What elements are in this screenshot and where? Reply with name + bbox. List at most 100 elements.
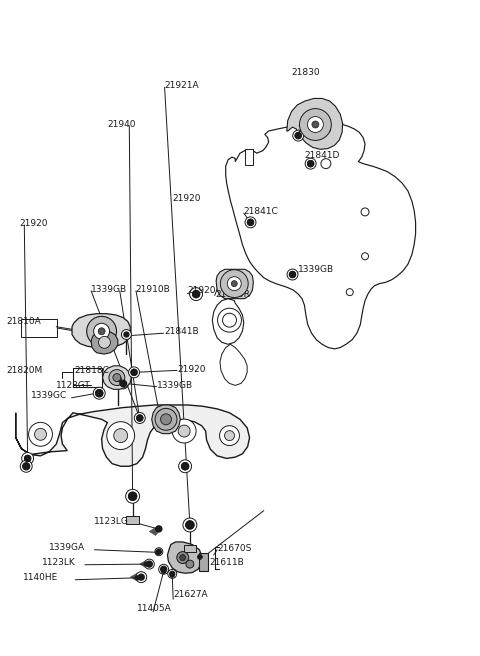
Circle shape	[136, 571, 147, 583]
Text: 21670S: 21670S	[217, 544, 252, 553]
Polygon shape	[216, 270, 253, 298]
Circle shape	[120, 380, 126, 386]
Circle shape	[161, 566, 167, 572]
Bar	[245, 149, 253, 165]
Circle shape	[156, 526, 162, 532]
Circle shape	[245, 217, 256, 228]
Circle shape	[308, 161, 313, 167]
Text: 21920: 21920	[177, 365, 205, 373]
Text: 21627A: 21627A	[173, 590, 208, 598]
Circle shape	[135, 576, 139, 580]
Text: 21810A: 21810A	[6, 317, 41, 326]
Text: 1140HE: 1140HE	[23, 573, 58, 582]
Circle shape	[20, 461, 32, 472]
Circle shape	[197, 554, 203, 560]
Circle shape	[129, 492, 137, 501]
Circle shape	[346, 289, 353, 296]
Circle shape	[120, 380, 126, 386]
Polygon shape	[103, 366, 131, 389]
Circle shape	[35, 428, 47, 440]
Circle shape	[129, 492, 137, 501]
Text: 21920: 21920	[172, 194, 201, 203]
Circle shape	[186, 521, 194, 529]
Polygon shape	[16, 405, 250, 466]
Circle shape	[295, 133, 301, 138]
Text: 21841D: 21841D	[304, 152, 340, 160]
Text: 1339GB: 1339GB	[298, 266, 335, 274]
Circle shape	[23, 462, 30, 470]
Circle shape	[22, 453, 34, 464]
Text: 1123GT: 1123GT	[56, 381, 91, 390]
Text: 11405A: 11405A	[137, 604, 172, 613]
Text: 1339GB: 1339GB	[157, 381, 193, 390]
Circle shape	[93, 387, 105, 400]
Circle shape	[300, 109, 331, 140]
Text: 1123LG: 1123LG	[95, 516, 129, 525]
Circle shape	[116, 377, 121, 381]
Circle shape	[177, 552, 189, 564]
Text: 21910B: 21910B	[135, 285, 170, 294]
Circle shape	[114, 428, 128, 443]
Bar	[22, 319, 57, 337]
Circle shape	[170, 573, 174, 577]
Circle shape	[180, 554, 186, 561]
Circle shape	[122, 381, 127, 386]
Text: 21921A: 21921A	[165, 81, 199, 90]
Circle shape	[190, 287, 203, 300]
Text: 1339GB: 1339GB	[91, 285, 127, 294]
Circle shape	[289, 272, 296, 277]
Circle shape	[107, 422, 134, 449]
Circle shape	[121, 329, 132, 340]
Polygon shape	[152, 405, 180, 434]
Circle shape	[87, 316, 117, 346]
Circle shape	[138, 574, 144, 580]
Text: 1339GC: 1339GC	[31, 392, 67, 400]
Polygon shape	[91, 331, 118, 354]
Circle shape	[192, 291, 200, 298]
Text: 21820M: 21820M	[6, 366, 42, 375]
Circle shape	[155, 548, 163, 556]
Bar	[126, 516, 139, 523]
Circle shape	[162, 569, 166, 573]
Circle shape	[124, 332, 129, 337]
Circle shape	[181, 462, 189, 470]
Circle shape	[98, 337, 110, 348]
Circle shape	[186, 521, 194, 529]
Circle shape	[98, 328, 105, 335]
Polygon shape	[130, 573, 141, 581]
Circle shape	[186, 560, 194, 568]
Text: 21611B: 21611B	[209, 558, 244, 567]
Circle shape	[172, 419, 196, 443]
Text: 21818C: 21818C	[74, 366, 109, 375]
Text: 21841B: 21841B	[297, 125, 332, 134]
Circle shape	[126, 489, 140, 503]
Circle shape	[321, 159, 331, 169]
Circle shape	[137, 415, 143, 421]
Circle shape	[131, 369, 137, 375]
Circle shape	[156, 550, 160, 554]
Circle shape	[29, 422, 52, 446]
Polygon shape	[140, 561, 149, 567]
Circle shape	[248, 219, 253, 225]
Circle shape	[113, 374, 123, 384]
Circle shape	[159, 564, 168, 574]
Circle shape	[295, 133, 301, 138]
Text: 21930R: 21930R	[215, 289, 250, 298]
Circle shape	[219, 426, 240, 445]
Circle shape	[305, 158, 316, 169]
Circle shape	[248, 219, 253, 225]
Circle shape	[94, 323, 109, 339]
Circle shape	[156, 549, 161, 554]
Text: 1339GA: 1339GA	[49, 543, 85, 552]
Text: 1123LK: 1123LK	[42, 558, 76, 567]
Circle shape	[183, 518, 197, 532]
Bar	[184, 544, 196, 552]
Circle shape	[179, 460, 192, 473]
Circle shape	[228, 277, 241, 291]
Circle shape	[134, 413, 145, 424]
Circle shape	[361, 253, 369, 260]
Circle shape	[24, 455, 31, 461]
Circle shape	[308, 117, 324, 133]
Circle shape	[129, 367, 140, 378]
Circle shape	[155, 409, 177, 430]
